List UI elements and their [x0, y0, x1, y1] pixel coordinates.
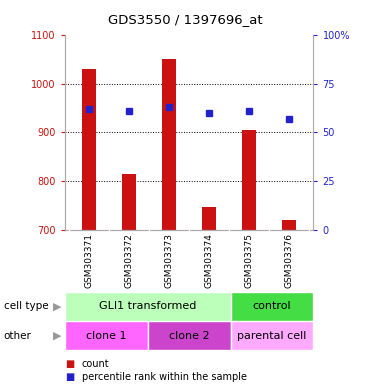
Text: GSM303376: GSM303376 — [285, 233, 294, 288]
Bar — [162, 59, 176, 230]
Text: GSM303372: GSM303372 — [125, 233, 134, 288]
Bar — [82, 69, 96, 230]
Text: clone 2: clone 2 — [169, 331, 210, 341]
Bar — [231, 292, 313, 321]
Text: cell type: cell type — [4, 301, 48, 311]
Text: GSM303375: GSM303375 — [245, 233, 254, 288]
Text: GSM303374: GSM303374 — [205, 233, 214, 288]
Text: parental cell: parental cell — [237, 331, 307, 341]
Bar — [122, 174, 136, 230]
Text: GSM303373: GSM303373 — [165, 233, 174, 288]
Bar — [148, 321, 231, 350]
Text: GDS3550 / 1397696_at: GDS3550 / 1397696_at — [108, 13, 263, 26]
Bar — [231, 321, 313, 350]
Bar — [282, 220, 296, 230]
Text: ▶: ▶ — [53, 331, 62, 341]
Bar — [202, 207, 216, 230]
Text: ■: ■ — [65, 372, 74, 382]
Text: GSM303371: GSM303371 — [85, 233, 93, 288]
Text: ■: ■ — [65, 359, 74, 369]
Text: ▶: ▶ — [53, 301, 62, 311]
Bar — [65, 292, 231, 321]
Text: GLI1 transformed: GLI1 transformed — [99, 301, 197, 311]
Text: other: other — [4, 331, 32, 341]
Text: control: control — [253, 301, 291, 311]
Text: count: count — [82, 359, 109, 369]
Bar — [242, 130, 256, 230]
Text: clone 1: clone 1 — [86, 331, 127, 341]
Bar — [65, 321, 148, 350]
Text: percentile rank within the sample: percentile rank within the sample — [82, 372, 247, 382]
